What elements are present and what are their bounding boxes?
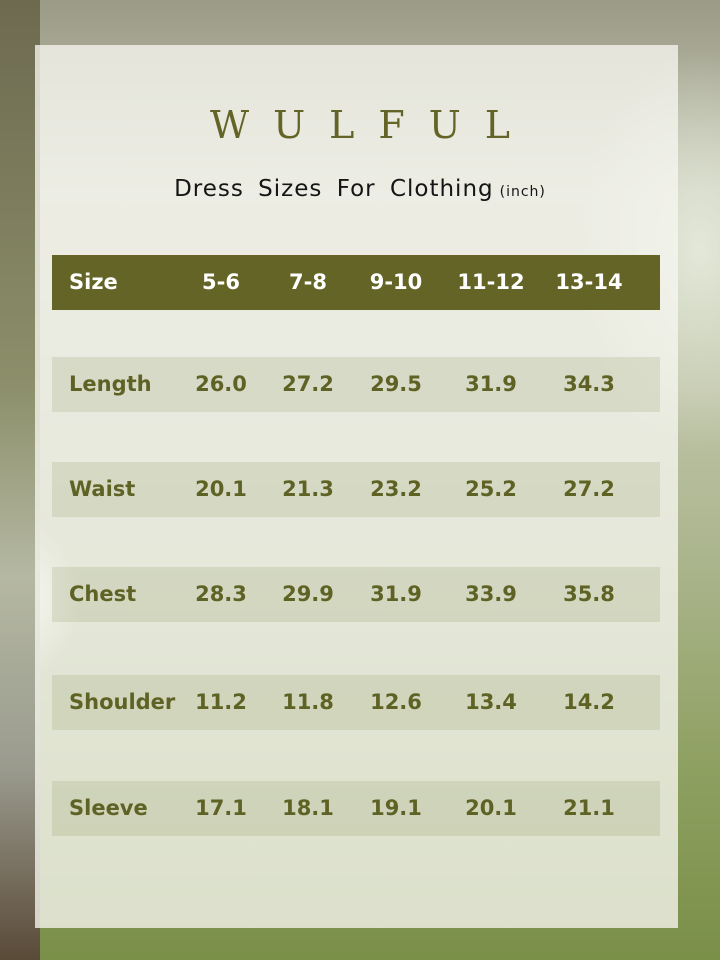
row-label: Waist [69, 477, 136, 501]
measurement-cell: 19.1 [370, 796, 422, 820]
row-label: Shoulder [69, 690, 176, 714]
row-label: Length [69, 372, 152, 396]
table-row-length: Length 26.0 27.2 29.5 31.9 34.3 [52, 357, 660, 412]
table-row-chest: Chest 28.3 29.9 31.9 33.9 35.8 [52, 567, 660, 622]
measurement-cell: 23.2 [370, 477, 422, 501]
measurement-cell: 34.3 [563, 372, 615, 396]
measurement-cell: 31.9 [465, 372, 517, 396]
table-row-sleeve: Sleeve 17.1 18.1 19.1 20.1 21.1 [52, 781, 660, 836]
measurement-cell: 17.1 [195, 796, 247, 820]
measurement-cell: 11.8 [282, 690, 334, 714]
background-photo [0, 0, 40, 960]
measurement-cell: 25.2 [465, 477, 517, 501]
title-text: Dress Sizes For Clothing [174, 176, 494, 202]
brand-logo: WULFUL [210, 103, 534, 147]
measurement-cell: 12.6 [370, 690, 422, 714]
measurement-cell: 29.5 [370, 372, 422, 396]
table-row-shoulder: Shoulder 11.2 11.8 12.6 13.4 14.2 [52, 675, 660, 730]
size-cell: 11-12 [457, 270, 525, 294]
measurement-cell: 11.2 [195, 690, 247, 714]
measurement-cell: 20.1 [195, 477, 247, 501]
size-cell: 5-6 [202, 270, 240, 294]
measurement-cell: 31.9 [370, 582, 422, 606]
size-header-row: Size 5-6 7-8 9-10 11-12 13-14 [52, 255, 660, 310]
size-cell: 9-10 [369, 270, 423, 294]
measurement-cell: 27.2 [282, 372, 334, 396]
measurement-cell: 18.1 [282, 796, 334, 820]
measurement-cell: 21.3 [282, 477, 334, 501]
size-chart-panel [35, 45, 678, 928]
measurement-cell: 14.2 [563, 690, 615, 714]
measurement-cell: 13.4 [465, 690, 517, 714]
measurement-cell: 28.3 [195, 582, 247, 606]
header-label: Size [69, 270, 118, 294]
size-cell: 7-8 [289, 270, 327, 294]
chart-title: Dress Sizes For Clothing (inch) [0, 176, 720, 202]
table-row-waist: Waist 20.1 21.3 23.2 25.2 27.2 [52, 462, 660, 517]
measurement-cell: 35.8 [563, 582, 615, 606]
unit-label: (inch) [499, 184, 546, 200]
measurement-cell: 33.9 [465, 582, 517, 606]
measurement-cell: 20.1 [465, 796, 517, 820]
row-label: Chest [69, 582, 137, 606]
row-label: Sleeve [69, 796, 148, 820]
measurement-cell: 27.2 [563, 477, 615, 501]
size-cell: 13-14 [555, 270, 623, 294]
measurement-cell: 29.9 [282, 582, 334, 606]
measurement-cell: 21.1 [563, 796, 615, 820]
measurement-cell: 26.0 [195, 372, 247, 396]
